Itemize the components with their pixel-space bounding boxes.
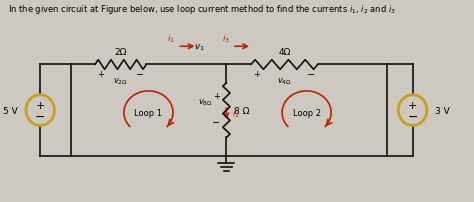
Text: Loop 1: Loop 1 [135, 108, 163, 117]
Text: +: + [36, 101, 45, 111]
Text: −: − [136, 70, 144, 80]
Text: 5 V: 5 V [3, 106, 18, 115]
Text: $v_{2Ω}$: $v_{2Ω}$ [113, 76, 128, 86]
Text: In the given circuit at Figure below, use loop current method to find the curren: In the given circuit at Figure below, us… [8, 3, 396, 16]
Text: 2Ω: 2Ω [114, 48, 127, 57]
Text: $v_{4Ω}$: $v_{4Ω}$ [277, 76, 292, 86]
Text: $i_1$: $i_1$ [167, 33, 175, 45]
Text: +: + [253, 70, 260, 79]
Text: +: + [408, 101, 417, 111]
Text: $i_3$: $i_3$ [222, 33, 230, 45]
Text: 3 V: 3 V [435, 106, 450, 115]
Text: Loop 2: Loop 2 [292, 108, 320, 117]
Text: 8 Ω: 8 Ω [235, 106, 250, 115]
Text: −: − [307, 70, 316, 80]
Text: $i_2$: $i_2$ [232, 107, 240, 119]
Text: $v_1$: $v_1$ [194, 42, 205, 52]
Text: 4Ω: 4Ω [278, 48, 291, 57]
Text: −: − [35, 111, 46, 124]
Text: −: − [407, 111, 418, 124]
Text: +: + [213, 92, 220, 101]
Text: $v_{8\Omega}$: $v_{8\Omega}$ [198, 97, 213, 107]
Text: +: + [97, 70, 104, 79]
Text: −: − [211, 118, 220, 127]
